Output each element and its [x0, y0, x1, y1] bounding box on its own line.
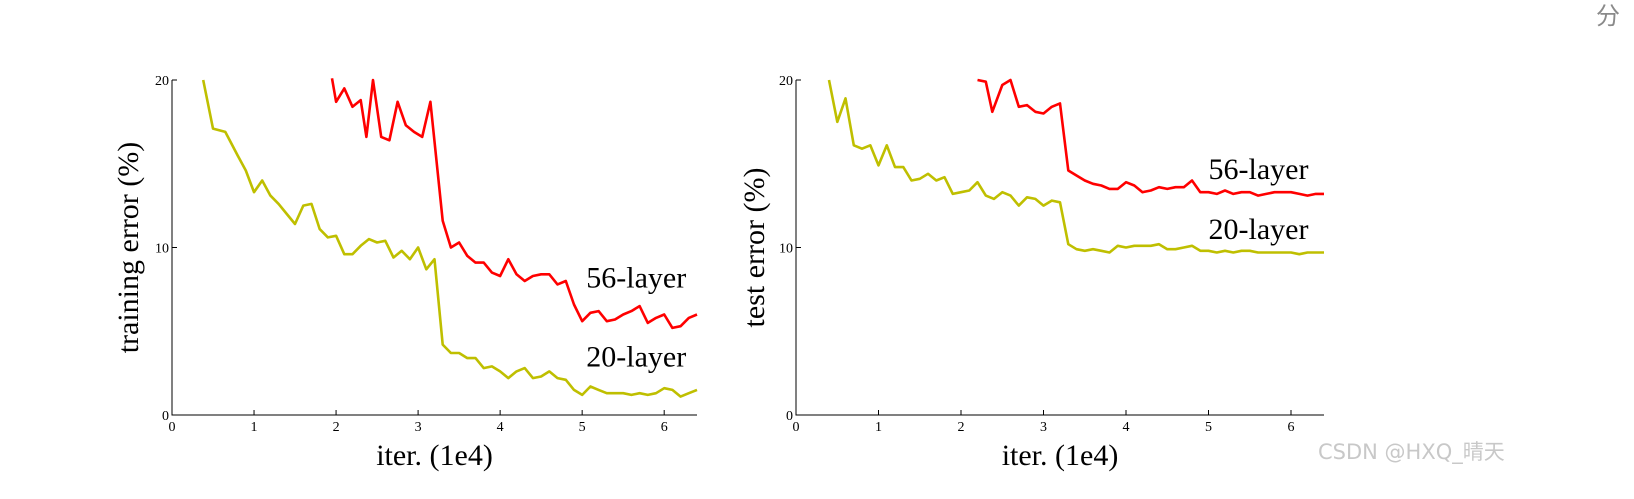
- axis-lines: [795, 80, 1324, 416]
- x-axis-label: iter. (1e4): [1002, 439, 1119, 472]
- x-tick-label: 6: [661, 420, 668, 435]
- y-axis-label: training error (%): [112, 142, 145, 354]
- x-tick-label: 1: [875, 420, 882, 435]
- series-annotation: 20-layer: [1209, 213, 1309, 246]
- chart-1: 0 1 2 3 4 5 6 0 10 20 iter. (1e4) training error (%…: [112, 74, 698, 472]
- series-line-20-layer: [827, 79, 1324, 256]
- x-tick-label: 5: [579, 420, 586, 435]
- y-tick-label: 20: [779, 74, 793, 89]
- corner-text: 分: [1596, 2, 1620, 30]
- x-tick-label: 4: [497, 420, 504, 435]
- series-line-56-layer: [330, 78, 698, 330]
- y-tick-label: 10: [779, 242, 793, 257]
- x-tick-label: 0: [793, 420, 800, 435]
- watermark: CSDN @HXQ_晴天: [1318, 440, 1505, 464]
- y-tick-label: 0: [162, 409, 169, 424]
- x-tick-label: 2: [958, 420, 965, 435]
- x-axis-label: iter. (1e4): [376, 439, 493, 472]
- x-tick-label: 6: [1288, 420, 1295, 435]
- series-line-20-layer: [201, 79, 698, 398]
- x-tick-label: 5: [1205, 420, 1212, 435]
- x-tick-label: 4: [1123, 420, 1130, 435]
- x-tick-label: 3: [415, 420, 422, 435]
- y-tick-label: 20: [155, 74, 169, 89]
- x-tick-label: 3: [1040, 420, 1047, 435]
- series-annotation: 56-layer: [1209, 153, 1309, 186]
- y-axis-label: test error (%): [738, 168, 771, 328]
- series-annotation: 56-layer: [586, 262, 686, 295]
- series-annotation: 20-layer: [586, 340, 686, 373]
- x-tick-label: 1: [251, 420, 258, 435]
- x-tick-label: 0: [169, 420, 176, 435]
- y-tick-label: 0: [786, 409, 793, 424]
- series-line-56-layer: [977, 78, 1324, 197]
- chart-2: 0 1 2 3 4 5 6 0 10 20 iter. (1e4) test error (%) 56-…: [738, 74, 1324, 472]
- x-tick-label: 2: [333, 420, 340, 435]
- y-tick-label: 10: [155, 242, 169, 257]
